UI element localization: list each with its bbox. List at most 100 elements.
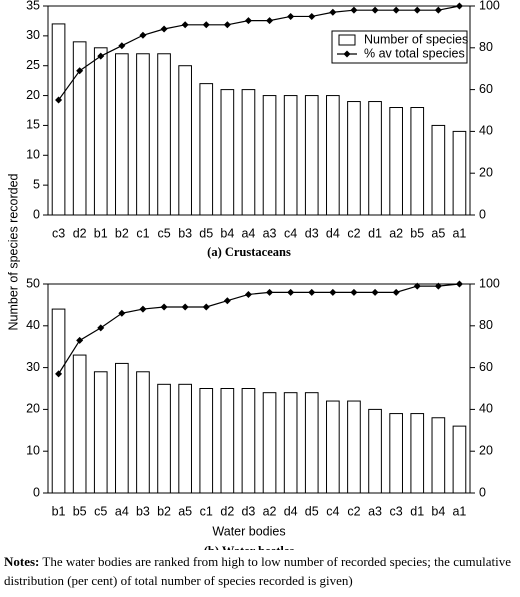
line-marker — [118, 42, 126, 50]
bar — [241, 388, 256, 494]
line-marker — [76, 336, 84, 344]
x-tick-label: b4 — [220, 226, 234, 240]
line-marker — [97, 52, 105, 60]
bar — [326, 95, 340, 216]
y-axis-label: Number of species recorded — [6, 173, 20, 330]
x-tick-label: d2 — [73, 226, 87, 240]
line-marker — [223, 21, 231, 29]
y2-tick-label: 60 — [479, 360, 493, 374]
x-tick-label: a3 — [263, 226, 277, 240]
bar — [220, 89, 235, 216]
bar — [262, 392, 277, 494]
line-marker — [160, 303, 168, 311]
legend-label: % av total species — [364, 46, 465, 60]
bar — [157, 383, 171, 494]
x-tick-label: c1 — [200, 504, 213, 518]
notes: Notes: The water bodies are ranked from … — [4, 552, 516, 590]
y-tick-label: 20 — [26, 88, 40, 102]
legend-label: Number of species — [364, 32, 468, 46]
y-tick-label: 30 — [26, 28, 40, 42]
line-marker — [139, 31, 147, 39]
x-tick-label: d1 — [410, 504, 424, 518]
y2-tick-label: 0 — [479, 207, 486, 221]
line-marker — [76, 67, 84, 75]
x-tick-label: a3 — [368, 504, 382, 518]
line-marker — [413, 6, 421, 14]
x-tick-label: c3 — [390, 504, 403, 518]
bar — [178, 383, 192, 494]
line-marker — [55, 370, 63, 378]
x-tick-label: c5 — [94, 504, 107, 518]
y-tick-label: 30 — [26, 360, 40, 374]
line-marker — [308, 12, 316, 20]
x-tick-label: d1 — [368, 226, 382, 240]
x-tick-label: d2 — [220, 504, 234, 518]
y2-tick-label: 60 — [479, 82, 493, 96]
bar — [410, 107, 425, 216]
x-tick-label: c3 — [52, 226, 65, 240]
line-marker — [371, 6, 379, 14]
x-tick-label: d3 — [241, 504, 255, 518]
x-tick-label: a4 — [115, 504, 129, 518]
line-marker — [392, 288, 400, 296]
plot-frame — [47, 5, 471, 216]
y-tick-label: 10 — [26, 443, 40, 457]
plot-frame — [47, 283, 471, 494]
x-tick-label: c2 — [347, 504, 360, 518]
x-tick-label: c2 — [347, 226, 360, 240]
notes-label: Notes: — [4, 554, 40, 569]
line-marker — [223, 297, 231, 305]
bar — [452, 130, 467, 216]
x-tick-label: a5 — [178, 504, 192, 518]
line-marker — [434, 6, 442, 14]
y-tick-label: 20 — [26, 402, 40, 416]
x-tick-label: a1 — [452, 226, 466, 240]
x-tick-label: a2 — [389, 226, 403, 240]
bar — [51, 23, 66, 216]
y-tick-label: 0 — [33, 485, 40, 499]
line-marker — [181, 21, 189, 29]
x-tick-label: b3 — [136, 504, 150, 518]
bar — [283, 95, 298, 216]
x-tick-label: d5 — [305, 504, 319, 518]
y2-tick-label: 100 — [479, 276, 500, 290]
line-marker — [266, 288, 274, 296]
y-tick-label: 10 — [26, 148, 40, 162]
x-tick-label: d4 — [326, 226, 340, 240]
bar — [368, 408, 382, 494]
line-marker — [55, 96, 63, 104]
line-marker — [139, 305, 147, 313]
line-marker — [392, 6, 400, 14]
legend-marker — [343, 50, 351, 58]
x-tick-label: b1 — [94, 226, 108, 240]
bar — [115, 362, 129, 494]
line-marker — [329, 8, 337, 16]
bar — [389, 107, 403, 216]
x-tick-label: c1 — [136, 226, 149, 240]
x-axis-label: Water bodies — [212, 524, 285, 538]
chart: Number of species recorded 0 5 10 15 20 25 30 3… — [6, 0, 500, 550]
bar — [199, 83, 214, 216]
line-marker — [160, 25, 168, 33]
bar — [51, 308, 66, 494]
line-marker — [202, 21, 210, 29]
notes-text: The water bodies are ranked from high to… — [4, 554, 511, 588]
line-marker — [202, 303, 210, 311]
bar — [347, 101, 361, 216]
x-tick-label: b4 — [431, 504, 445, 518]
x-tick-label: c4 — [326, 504, 339, 518]
x-tick-label: a1 — [452, 504, 466, 518]
y2-tick-label: 20 — [479, 165, 493, 179]
y-tick-label: 40 — [26, 318, 40, 332]
y2-tick-label: 40 — [479, 402, 493, 416]
subtitle: (a) Crustaceans — [207, 245, 291, 259]
line-marker — [244, 17, 252, 25]
y2-tick-label: 20 — [479, 443, 493, 457]
line-marker — [181, 303, 189, 311]
x-tick-label: b2 — [115, 226, 129, 240]
bar — [93, 47, 108, 216]
bar — [157, 53, 171, 216]
bar — [304, 392, 319, 494]
y-tick-label: 25 — [26, 58, 40, 72]
